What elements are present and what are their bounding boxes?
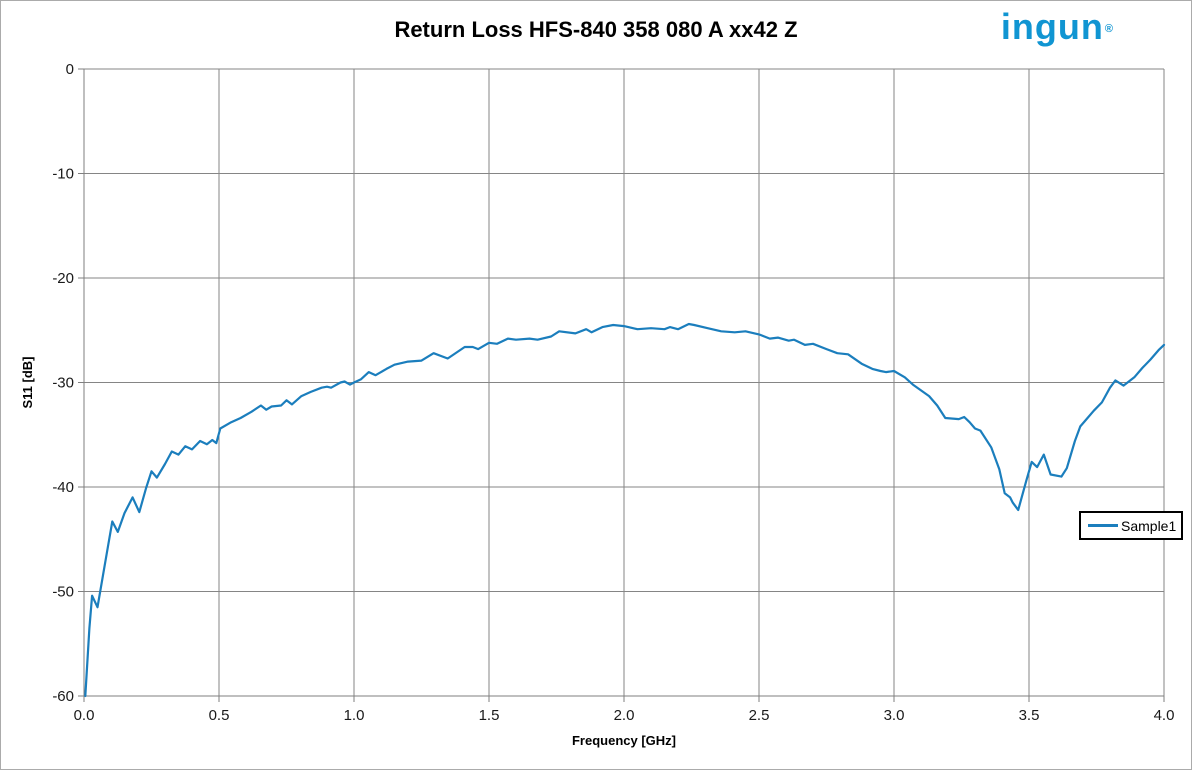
x-tick-label: 4.0 <box>1154 707 1175 724</box>
y-tick-label: -50 <box>52 584 74 601</box>
x-tick-label: 1.0 <box>344 707 365 724</box>
ingun-logo: ingun® <box>1001 7 1113 47</box>
legend-line-sample <box>1088 524 1118 527</box>
series-line-sample1 <box>84 322 1166 698</box>
y-tick-label: 0 <box>66 61 74 78</box>
y-tick-label: -60 <box>52 688 74 705</box>
legend: Sample1 <box>1079 511 1183 540</box>
x-tick-label: 0.5 <box>209 707 230 724</box>
ingun-logo-text: ingun <box>1000 6 1104 47</box>
y-tick-label: -30 <box>52 375 74 392</box>
x-tick-label: 2.5 <box>749 707 770 724</box>
y-axis-title: S11 [dB] <box>20 356 35 408</box>
legend-label: Sample1 <box>1121 517 1177 534</box>
x-tick-label: 3.5 <box>1019 707 1040 724</box>
x-axis-title: Frequency [GHz] <box>572 733 676 748</box>
registered-trademark-icon: ® <box>1104 23 1114 35</box>
y-tick-label: -20 <box>52 270 74 287</box>
x-tick-label: 0.0 <box>74 707 95 724</box>
x-tick-label: 2.0 <box>614 707 635 724</box>
y-tick-label: -40 <box>52 479 74 496</box>
y-tick-label: -10 <box>52 166 74 183</box>
chart-title: Return Loss HFS-840 358 080 A xx42 Z <box>394 17 798 42</box>
x-tick-label: 1.5 <box>479 707 500 724</box>
x-tick-label: 3.0 <box>884 707 905 724</box>
